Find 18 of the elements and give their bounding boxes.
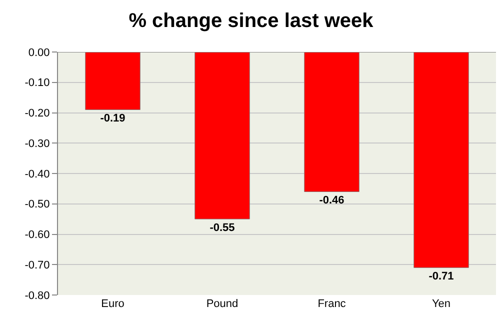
y-tick-label: -0.20 (24, 108, 50, 120)
y-tick-label: -0.50 (24, 198, 50, 211)
chart-title: % change since last week (128, 10, 374, 32)
x-tick-label: Pound (206, 298, 238, 310)
x-tick-label: Franc (318, 298, 346, 310)
x-tick-label: Yen (432, 298, 451, 310)
y-tick-label: -0.70 (24, 259, 50, 272)
data-label: -0.71 (428, 270, 454, 283)
y-tick-label: -0.30 (24, 138, 50, 150)
data-label: -0.19 (100, 112, 126, 125)
y-tick-label: -0.60 (24, 229, 50, 242)
y-tick-label: -0.40 (24, 168, 50, 180)
data-label: -0.55 (210, 222, 235, 234)
data-label: -0.46 (319, 194, 344, 207)
y-tick-label: -0.80 (24, 290, 50, 302)
y-tick-label: 0.00 (28, 46, 50, 59)
y-tick-label: -0.10 (24, 77, 50, 90)
x-tick-label: Euro (101, 298, 124, 310)
